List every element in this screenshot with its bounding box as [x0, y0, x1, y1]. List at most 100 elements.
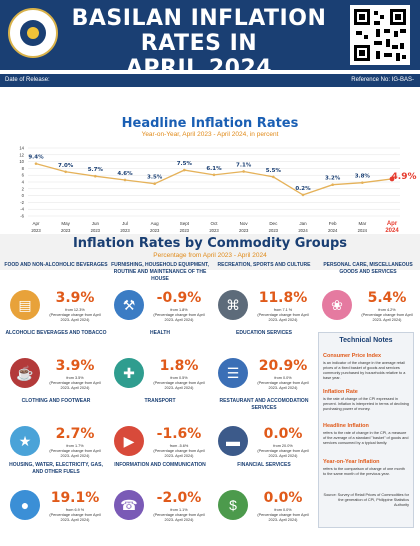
data-label: 4.9%	[392, 172, 417, 182]
data-point	[64, 170, 67, 174]
commodity-name: FURNISHING, HOUSEHOLD EQUIPMENT, ROUTINE…	[111, 262, 209, 282]
commodity-change-note: (Percentage change from April 2023- Apri…	[153, 449, 205, 458]
commodity-name: EDUCATION SERVICES	[236, 330, 292, 336]
commodity-subtitle: Percentage from April 2023 - April 2024	[153, 252, 267, 259]
data-label: 9.4%	[28, 155, 44, 161]
reference-number: Reference No: IG-BAS-	[351, 77, 414, 83]
y-tick-label: 4	[22, 180, 25, 185]
commodity-value: 1.8%	[159, 358, 199, 374]
data-point	[301, 193, 305, 197]
x-tick-year: 2024	[328, 228, 338, 233]
y-tick-label: 0	[22, 193, 25, 198]
phone-icon: ☎	[114, 490, 144, 520]
data-point	[123, 178, 127, 182]
commodity-value: -2.0%	[156, 490, 202, 506]
y-tick-label: -4	[20, 207, 24, 212]
commodity-prior-value: from 1.1%	[170, 508, 188, 512]
x-tick-month: Oct	[210, 221, 218, 226]
title-line-1: BASILAN INFLATION RATES IN	[71, 6, 327, 56]
commodity-prior-value: from 6.9 %	[65, 508, 85, 512]
car-icon: ▶	[114, 426, 144, 456]
data-point	[34, 162, 38, 165]
headline-subtitle: Year-on-Year, April 2023 - April 2024, i…	[141, 131, 279, 138]
commodity-value: 0.0%	[263, 490, 303, 506]
commodity-description: from 1.1% (Percentage change from April 2…	[148, 508, 210, 523]
data-point	[361, 181, 364, 184]
commodity-change-note: (Percentage change from April 2023- Apri…	[153, 381, 205, 390]
commodity-prior-value: from 4.2%	[378, 308, 396, 312]
x-tick-month: Jun	[92, 221, 100, 226]
data-label: 5.7%	[88, 167, 104, 173]
data-label: 7.5%	[177, 161, 193, 167]
commodity-name: FOOD AND NON-ALCOHOLIC BEVERAGES	[4, 262, 108, 268]
money-icon: $	[218, 490, 248, 520]
commodity-description: from 4.2% (Percentage change from April 2…	[356, 308, 418, 323]
x-tick-year: 2024	[298, 228, 308, 233]
commodity-description: from 20.0% (Percentage change from April …	[252, 444, 314, 459]
commodity-name: INFORMATION AND COMMUNICATION	[114, 462, 206, 468]
commodity-change-note: (Percentage change from April 2023- Apri…	[153, 313, 205, 322]
technical-notes-panel: Technical Notes Consumer Price Index is …	[318, 332, 414, 528]
x-tick-month: Nov	[240, 221, 249, 226]
x-tick-year: 2024	[358, 228, 368, 233]
data-point	[331, 183, 334, 187]
commodity-card: HOUSING, WATER, ELECTRICITY, GAS, AND OT…	[4, 462, 108, 546]
commodity-card: EDUCATION SERVICES ☰ 20.9% from 0.0% (Percen…	[212, 330, 316, 414]
notes-inflation-text: is the rate of change of the CPI express…	[323, 397, 409, 411]
commodity-value: 2.7%	[55, 426, 95, 442]
book-icon: ☰	[218, 358, 248, 388]
commodity-description: from 0.5% (Percentage change from April 2…	[148, 376, 210, 391]
data-label: 6.1%	[206, 166, 222, 172]
commodity-value: -0.9%	[156, 290, 202, 306]
commodity-value: 3.9%	[55, 358, 95, 374]
commodity-value: -1.6%	[156, 426, 202, 442]
x-tick-month: Apr	[32, 221, 40, 226]
commodity-description: from 0.0% (Percentage change from April 2…	[252, 508, 314, 523]
notes-yoy-text: refers to the comparison of change of on…	[323, 467, 405, 476]
commodity-prior-value: from -5.6%	[169, 444, 189, 448]
commodity-name: RESTAURANT AND ACCOMODATION SERVICES	[219, 398, 309, 411]
notes-headline-text: refers to the rate of change in the CPI,…	[323, 431, 409, 445]
commodity-name: PERSONAL CARE, MISCELLANEOUS GOODS AND S…	[323, 262, 413, 275]
page-title: BASILAN INFLATION RATES IN APRIL 2024	[64, 6, 334, 81]
commodity-change-note: (Percentage change from April 2023- Apri…	[257, 313, 309, 322]
data-point	[272, 175, 275, 179]
y-tick-label: 6	[22, 173, 25, 178]
commodity-value: 11.8%	[258, 290, 308, 306]
commodity-change-note: (Percentage change from April 2023- Apri…	[153, 513, 205, 522]
commodity-card: FOOD AND NON-ALCOHOLIC BEVERAGES ▤ 3.9% fro…	[4, 262, 108, 346]
burger-icon: ▤	[10, 290, 40, 320]
commodity-value: 19.1%	[50, 490, 100, 506]
commodity-description: from 3.5% (Percentage change from April 2…	[44, 376, 106, 391]
data-point	[94, 174, 97, 178]
psa-seal-logo	[8, 8, 58, 58]
data-label: 4.6%	[117, 171, 133, 177]
notes-title: Technical Notes	[339, 337, 393, 344]
commodity-change-note: (Percentage change from April 2023- Apri…	[49, 381, 101, 390]
x-tick-month: Dec	[269, 221, 278, 226]
qr-code-icon[interactable]	[350, 5, 410, 65]
commodity-change-note: (Percentage change from April 2023- Apri…	[257, 449, 309, 458]
x-tick-month: Feb	[329, 221, 337, 226]
notes-inflation-heading: Inflation Rate	[323, 389, 358, 395]
x-tick-year: 2023	[239, 228, 249, 233]
water-drop-icon: ●	[10, 490, 40, 520]
commodity-description: from 1.7% (Percentage change from April 2…	[44, 444, 106, 459]
x-tick-year: 2023	[269, 228, 279, 233]
commodity-change-note: (Percentage change from April 2023- Apri…	[257, 381, 309, 390]
commodity-name: FINANCIAL SERVICES	[237, 462, 291, 468]
shirt-icon: ★	[10, 426, 40, 456]
x-tick-month: Jul	[122, 221, 128, 226]
commodity-prior-value: from 1.8%	[170, 308, 188, 312]
bed-icon: ▬	[218, 426, 248, 456]
data-point	[242, 170, 245, 173]
notes-cpi-heading: Consumer Price Index	[323, 353, 382, 359]
commodity-description: from 7.1 % (Percentage change from April …	[252, 308, 314, 323]
commodity-name: ALCOHOLIC BEVERAGES AND TOBACCO	[5, 330, 107, 336]
data-label: 5.5%	[266, 168, 282, 174]
commodity-name: HEALTH	[150, 330, 170, 336]
x-tick-year: 2023	[120, 228, 130, 233]
y-tick-label: -6	[20, 214, 24, 219]
y-tick-label: 14	[19, 146, 24, 151]
